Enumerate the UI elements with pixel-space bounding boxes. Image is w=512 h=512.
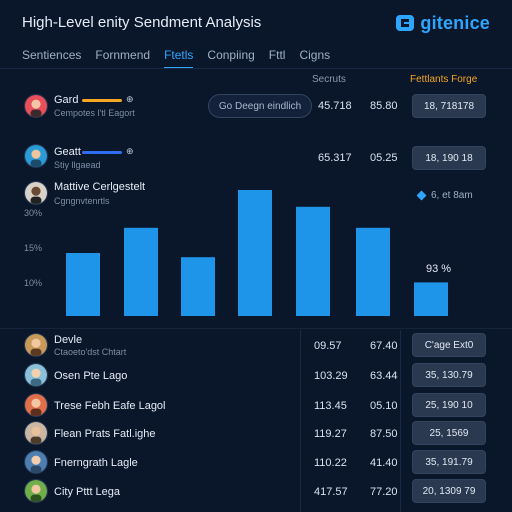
row-indicator-icon: ⊕ bbox=[126, 146, 134, 156]
avatar bbox=[24, 479, 48, 503]
avatar bbox=[24, 363, 48, 387]
y-tick-label: 15% bbox=[24, 243, 43, 253]
avatar bbox=[24, 333, 48, 357]
avatar bbox=[24, 450, 48, 474]
brand-logo-icon bbox=[394, 12, 416, 34]
avatar bbox=[24, 421, 48, 445]
bar-4 bbox=[238, 190, 272, 316]
metric-1: 113.45 bbox=[314, 400, 347, 412]
row-name: Flean Prats Fatl.ighe bbox=[54, 428, 156, 440]
metric-2: 67.40 bbox=[370, 340, 398, 352]
value-pill[interactable]: 20, 1309 79 bbox=[412, 479, 486, 503]
row-name: City Pttt Lega bbox=[54, 486, 121, 498]
table-row[interactable]: Gard ⊕ Cempotes l'tl Eagort Go Deegn ein… bbox=[0, 92, 512, 122]
metric-1: 65.317 bbox=[318, 152, 352, 164]
value-pill[interactable]: 25, 190 10 bbox=[412, 393, 486, 417]
row-sub: Ctaoeto'dst Chtart bbox=[54, 347, 127, 357]
avatar bbox=[24, 181, 48, 205]
y-tick-label: 30% bbox=[24, 208, 43, 218]
header: High-Level enity Sendment Analysis giten… bbox=[0, 0, 512, 44]
avatar bbox=[24, 94, 48, 118]
metric-1: 45.718 bbox=[318, 100, 352, 112]
chart-legend: 6, et 8am bbox=[416, 190, 473, 201]
metric-2: 05.10 bbox=[370, 400, 398, 412]
metric-2: 63.44 bbox=[370, 370, 398, 382]
value-pill[interactable]: 35, 130.79 bbox=[412, 363, 486, 387]
row-name: Osen Pte Lago bbox=[54, 370, 128, 382]
column-divider bbox=[300, 330, 301, 512]
metric-2: 87.50 bbox=[370, 428, 398, 440]
bar-5 bbox=[296, 206, 330, 316]
avatar bbox=[24, 393, 48, 417]
row-sub: Stiy llgaead bbox=[54, 160, 101, 170]
chart-title: Mattive Cerlgestelt bbox=[54, 181, 146, 193]
table-row[interactable]: City Pttt Lega 417.57 77.20 20, 1309 79 bbox=[0, 478, 512, 504]
brand[interactable]: gitenice bbox=[394, 12, 490, 34]
bar-6 bbox=[356, 227, 390, 316]
table-row[interactable]: Osen Pte Lago 103.29 63.44 35, 130.79 bbox=[0, 362, 512, 388]
bar-2 bbox=[124, 227, 158, 316]
legend-diamond-icon bbox=[416, 190, 427, 201]
tab-bar: Sentiences Fornmend Ftetls Conpiing Fttl Cign… bbox=[22, 48, 330, 69]
tab-5[interactable]: Fttl bbox=[268, 48, 286, 62]
table-row[interactable]: Devle Ctaoeto'dst Chtart 09.57 67.40 C'age E… bbox=[0, 332, 512, 358]
brand-name: gitenice bbox=[420, 12, 490, 33]
page-title: High-Level enity Sendment Analysis bbox=[22, 14, 262, 31]
row-bar bbox=[82, 151, 122, 154]
bar-3 bbox=[181, 257, 215, 316]
value-pill[interactable]: 18, 190 18 bbox=[412, 146, 486, 170]
bar-1 bbox=[66, 253, 100, 316]
table-row[interactable]: Fnerngrath Lagle 110.22 41.40 35, 191.79 bbox=[0, 449, 512, 475]
tab-2[interactable]: Fornmend bbox=[95, 48, 151, 62]
metric-1: 119.27 bbox=[314, 428, 347, 440]
row-bar bbox=[82, 99, 122, 102]
metric-2: 77.20 bbox=[370, 486, 398, 498]
column-divider bbox=[400, 330, 401, 512]
data-label: 93 % bbox=[426, 263, 452, 275]
row-name: Gard bbox=[54, 94, 79, 106]
metric-2: 85.80 bbox=[370, 100, 398, 112]
y-tick-label: 10% bbox=[24, 278, 43, 288]
value-pill[interactable]: 18, 718178 bbox=[412, 94, 486, 118]
legend-label: 6, et 8am bbox=[431, 190, 473, 201]
tab-1[interactable]: Sentiences bbox=[22, 48, 82, 62]
metric-1: 103.29 bbox=[314, 370, 348, 382]
tab-6[interactable]: Cigns bbox=[299, 48, 331, 62]
row-name: Devle bbox=[54, 334, 83, 346]
divider bbox=[0, 328, 512, 329]
row-name: Geatt bbox=[54, 146, 81, 158]
tab-3[interactable]: Ftetls bbox=[164, 48, 194, 69]
value-pill[interactable]: C'age Ext0 bbox=[412, 333, 486, 357]
metric-1: 110.22 bbox=[314, 457, 347, 469]
divider bbox=[0, 68, 512, 69]
row-indicator-icon: ⊕ bbox=[126, 94, 134, 104]
table-row[interactable]: Flean Prats Fatl.ighe 119.27 87.50 25, 1569 bbox=[0, 420, 512, 446]
avatar bbox=[24, 144, 48, 168]
metric-1: 417.57 bbox=[314, 486, 348, 498]
bar-8 bbox=[414, 282, 448, 316]
metric-2: 05.25 bbox=[370, 152, 398, 164]
metric-2: 41.40 bbox=[370, 457, 398, 469]
value-pill[interactable]: 35, 191.79 bbox=[412, 450, 486, 474]
table-row[interactable]: Trese Febh Eafe Lagol 113.45 05.10 25, 190 … bbox=[0, 392, 512, 418]
go-design-button[interactable]: Go Deegn eindlich bbox=[208, 94, 312, 118]
metric-1: 09.57 bbox=[314, 340, 342, 352]
column-header-secruts: Secruts bbox=[312, 74, 346, 85]
table-row[interactable]: Geatt ⊕ Stiy llgaead 65.317 05.25 18, 19… bbox=[0, 144, 512, 174]
row-name: Trese Febh Eafe Lagol bbox=[54, 400, 166, 412]
chart-subtitle: Cgngnvtenrtls bbox=[54, 196, 110, 206]
tab-4[interactable]: Conpiing bbox=[207, 48, 255, 62]
column-header-fetlants: Fettlants Forge bbox=[410, 74, 478, 85]
row-name: Fnerngrath Lagle bbox=[54, 457, 138, 469]
row-sub: Cempotes l'tl Eagort bbox=[54, 108, 135, 118]
value-pill[interactable]: 25, 1569 bbox=[412, 421, 486, 445]
